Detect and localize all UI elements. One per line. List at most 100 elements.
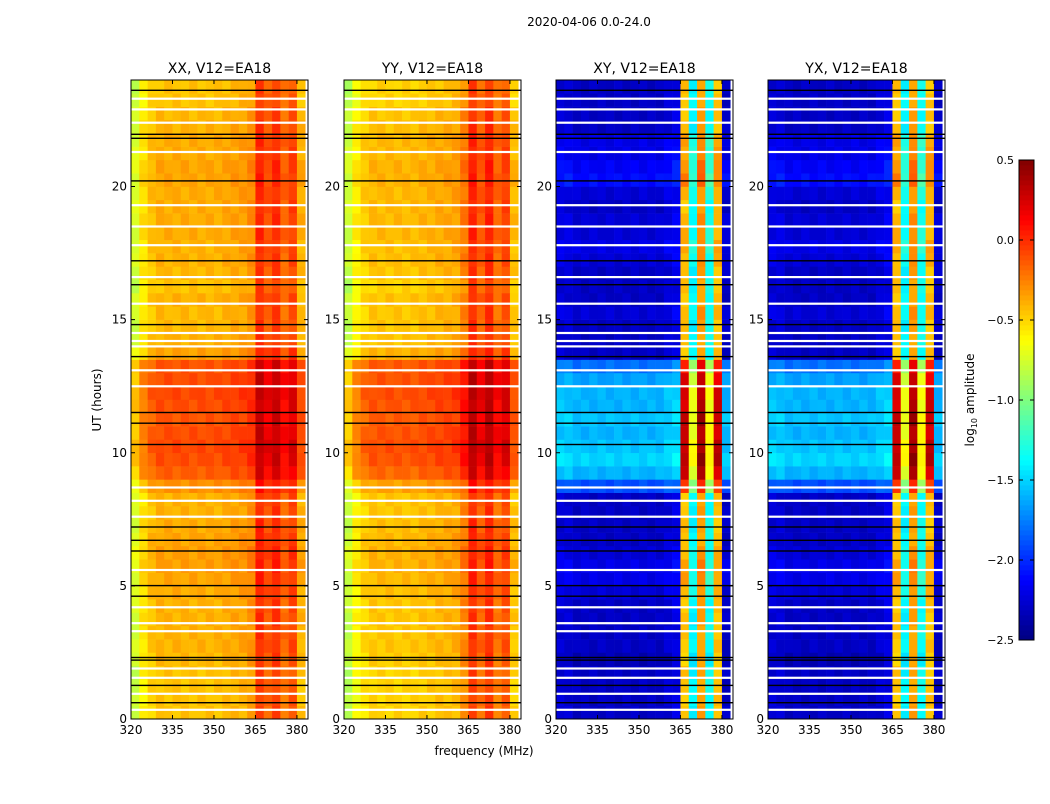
heatmap-cell xyxy=(131,119,140,134)
heatmap-cell xyxy=(697,652,706,667)
heatmap-cell xyxy=(377,492,386,507)
heatmap-cell xyxy=(468,612,478,627)
heatmap-cell xyxy=(605,372,615,387)
heatmap-cell xyxy=(776,705,785,720)
heatmap-cell xyxy=(402,692,411,706)
heatmap-cell xyxy=(663,146,673,161)
heatmap-cell xyxy=(180,253,190,267)
x-tick-label: 350 xyxy=(203,723,226,737)
heatmap-cell xyxy=(213,359,223,374)
heatmap-cell xyxy=(377,146,386,161)
heatmap-cell xyxy=(139,106,148,121)
heatmap-cell xyxy=(402,665,411,680)
heatmap-cell xyxy=(205,612,215,627)
heatmap-cell xyxy=(402,359,411,374)
heatmap-cell xyxy=(663,319,673,334)
heatmap-cell xyxy=(272,359,281,374)
heatmap-cell xyxy=(614,585,623,600)
heatmap-cell xyxy=(509,572,519,587)
heatmap-cell xyxy=(222,625,231,640)
heatmap-cell xyxy=(638,665,648,680)
heatmap-cell xyxy=(580,319,590,334)
heatmap-cell xyxy=(476,506,486,520)
heatmap-cell xyxy=(131,559,140,573)
heatmap-cell xyxy=(892,426,902,440)
heatmap-cell xyxy=(580,572,590,587)
heatmap-cell xyxy=(663,213,673,227)
heatmap-cell xyxy=(630,585,640,600)
heatmap-cell xyxy=(238,652,248,667)
heatmap-cell xyxy=(139,199,148,214)
heatmap-cell xyxy=(344,585,353,600)
heatmap-cell xyxy=(768,226,777,241)
y-tick-label: 5 xyxy=(544,579,552,593)
heatmap-cell xyxy=(925,412,935,427)
heatmap-cell xyxy=(485,492,494,507)
heatmap-cell xyxy=(197,532,206,547)
colorbar-segment xyxy=(1019,525,1034,531)
heatmap-cell xyxy=(189,306,198,320)
heatmap-cell xyxy=(705,332,714,347)
heatmap-cell xyxy=(564,332,573,347)
heatmap-cell xyxy=(859,386,868,400)
heatmap-cell xyxy=(892,452,902,467)
heatmap-cell xyxy=(663,173,673,187)
heatmap-cell xyxy=(647,439,656,454)
heatmap-cell xyxy=(155,439,165,454)
heatmap-cell xyxy=(933,559,943,573)
heatmap-cell xyxy=(451,599,461,613)
heatmap-cell xyxy=(360,213,370,227)
heatmap-cell xyxy=(638,306,648,320)
heatmap-cell xyxy=(205,359,215,374)
heatmap-cell xyxy=(697,146,706,161)
heatmap-cell xyxy=(263,625,273,640)
flagged-row xyxy=(344,692,521,695)
heatmap-cell xyxy=(792,612,802,627)
heatmap-cell xyxy=(680,213,690,227)
heatmap-cell xyxy=(247,93,256,107)
heatmap-cell xyxy=(672,293,681,307)
heatmap-cell xyxy=(817,266,827,280)
colorbar-segment xyxy=(1019,575,1034,581)
heatmap-cell xyxy=(768,426,777,440)
heatmap-cell xyxy=(917,226,926,241)
heatmap-cell xyxy=(147,705,157,720)
heatmap-cell xyxy=(655,146,665,161)
heatmap-cell xyxy=(238,479,248,493)
heatmap-cell xyxy=(377,306,386,320)
heatmap-cell xyxy=(647,599,656,613)
heatmap-cell xyxy=(834,639,843,653)
heatmap-cell xyxy=(368,439,378,454)
heatmap-cell xyxy=(272,412,281,427)
heatmap-cell xyxy=(352,692,361,706)
heatmap-cell xyxy=(768,119,777,134)
heatmap-cell xyxy=(817,332,827,347)
heatmap-cell xyxy=(402,332,411,347)
heatmap-cell xyxy=(663,506,673,520)
heatmap-cell xyxy=(784,665,794,680)
heatmap-cell xyxy=(426,119,436,134)
heatmap-cell xyxy=(460,359,469,374)
heatmap-cell xyxy=(476,532,486,547)
heatmap-cell xyxy=(501,412,511,427)
heatmap-cell xyxy=(164,159,173,174)
heatmap-cell xyxy=(164,466,173,480)
heatmap-cell xyxy=(255,386,265,400)
flagged-row xyxy=(556,180,733,182)
heatmap-cell xyxy=(360,133,370,147)
heatmap-cell xyxy=(842,93,852,107)
heatmap-cell xyxy=(368,186,378,201)
heatmap-cell xyxy=(263,665,273,680)
heatmap-cell xyxy=(180,452,190,467)
heatmap-cell xyxy=(663,386,673,400)
heatmap-cell xyxy=(180,80,190,94)
heatmap-cell xyxy=(288,665,298,680)
heatmap-cell xyxy=(255,506,265,520)
heatmap-cell xyxy=(572,705,582,720)
heatmap-cell xyxy=(605,213,615,227)
heatmap-cell xyxy=(288,692,298,706)
heatmap-cell xyxy=(501,399,511,414)
colorbar-segment xyxy=(1019,475,1034,481)
heatmap-cell xyxy=(589,559,598,573)
heatmap-cell xyxy=(255,119,265,134)
